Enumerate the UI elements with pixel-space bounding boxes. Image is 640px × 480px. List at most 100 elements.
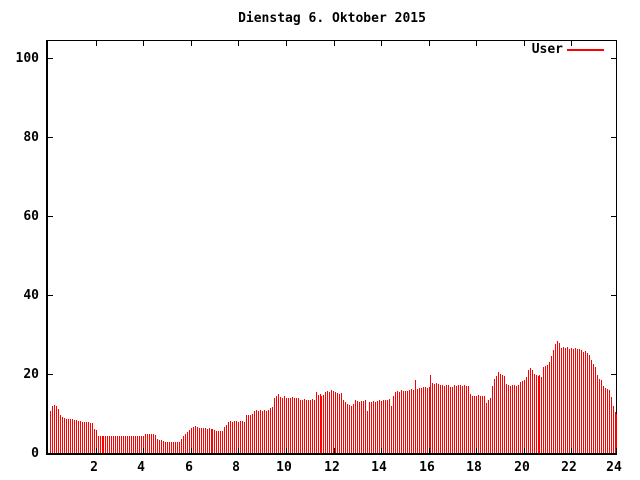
x-axis-tick [286, 448, 287, 453]
bar [133, 436, 134, 453]
bar [68, 419, 69, 453]
bar [314, 400, 315, 453]
bar [86, 422, 87, 453]
bar [266, 411, 267, 453]
bar [268, 410, 269, 453]
bar [377, 401, 378, 453]
bar [250, 415, 251, 453]
bar [102, 436, 103, 453]
bar [117, 436, 118, 453]
bar [139, 436, 140, 453]
bar [405, 391, 406, 453]
bar [56, 406, 57, 453]
bar [532, 370, 533, 453]
bar [218, 431, 219, 453]
x-axis-tick [476, 41, 477, 46]
bar [466, 386, 467, 453]
bar [183, 436, 184, 453]
bar [492, 386, 493, 453]
bar [113, 436, 114, 453]
bar [167, 442, 168, 453]
bar [325, 392, 326, 453]
bar [484, 396, 485, 453]
bar [224, 427, 225, 453]
bar [351, 406, 352, 453]
bar [165, 442, 166, 453]
x-tick-label: 20 [514, 460, 530, 475]
bar [486, 403, 487, 453]
bar [432, 383, 433, 453]
y-axis-tick [611, 374, 616, 375]
bar [357, 401, 358, 453]
bar [476, 396, 477, 453]
bar [442, 385, 443, 453]
bar [58, 409, 59, 453]
bar [559, 343, 560, 453]
y-tick-label: 80 [23, 130, 39, 145]
bar [173, 442, 174, 453]
bar [613, 406, 614, 453]
bar [308, 400, 309, 453]
bar [171, 442, 172, 453]
bar [100, 436, 101, 453]
bar [524, 380, 525, 453]
bar [94, 429, 95, 453]
bar [232, 422, 233, 453]
x-axis-tick [476, 448, 477, 453]
bar [425, 387, 426, 453]
bar [248, 415, 249, 453]
bar [603, 386, 604, 453]
bar [145, 434, 146, 453]
bar [280, 397, 281, 453]
bar [579, 349, 580, 453]
bar [440, 385, 441, 453]
bar [547, 365, 548, 453]
bar [565, 348, 566, 453]
bar [411, 389, 412, 453]
x-tick-label: 2 [90, 460, 98, 475]
bar [526, 377, 527, 453]
bar [98, 436, 99, 453]
bar [278, 394, 279, 453]
bar [464, 385, 465, 453]
bar [361, 401, 362, 453]
bar [456, 386, 457, 453]
bar [407, 391, 408, 453]
bar [504, 376, 505, 453]
x-axis-tick [429, 41, 430, 46]
bar [591, 360, 592, 453]
bar [284, 396, 285, 453]
bar [557, 341, 558, 453]
bar [446, 385, 447, 453]
bar [397, 391, 398, 453]
x-axis-tick [191, 448, 192, 453]
bar [454, 385, 455, 453]
bar [72, 419, 73, 453]
bar [331, 390, 332, 453]
bar [373, 401, 374, 453]
bar [288, 398, 289, 453]
y-axis-tick [48, 137, 53, 138]
bar [193, 427, 194, 453]
bar [292, 397, 293, 453]
bar [135, 436, 136, 453]
bar [500, 374, 501, 453]
bar [282, 398, 283, 453]
bar [52, 406, 53, 453]
bar [203, 428, 204, 453]
bar [343, 400, 344, 453]
bar [567, 347, 568, 453]
bar [214, 430, 215, 453]
bar [304, 399, 305, 453]
bar [105, 436, 106, 453]
bar [272, 407, 273, 453]
bar [549, 362, 550, 453]
bar [115, 436, 116, 453]
bar [199, 428, 200, 453]
bar [474, 396, 475, 453]
bar [536, 375, 537, 453]
bar [339, 394, 340, 453]
bar [379, 400, 380, 453]
bar [430, 375, 431, 453]
bar [262, 411, 263, 453]
